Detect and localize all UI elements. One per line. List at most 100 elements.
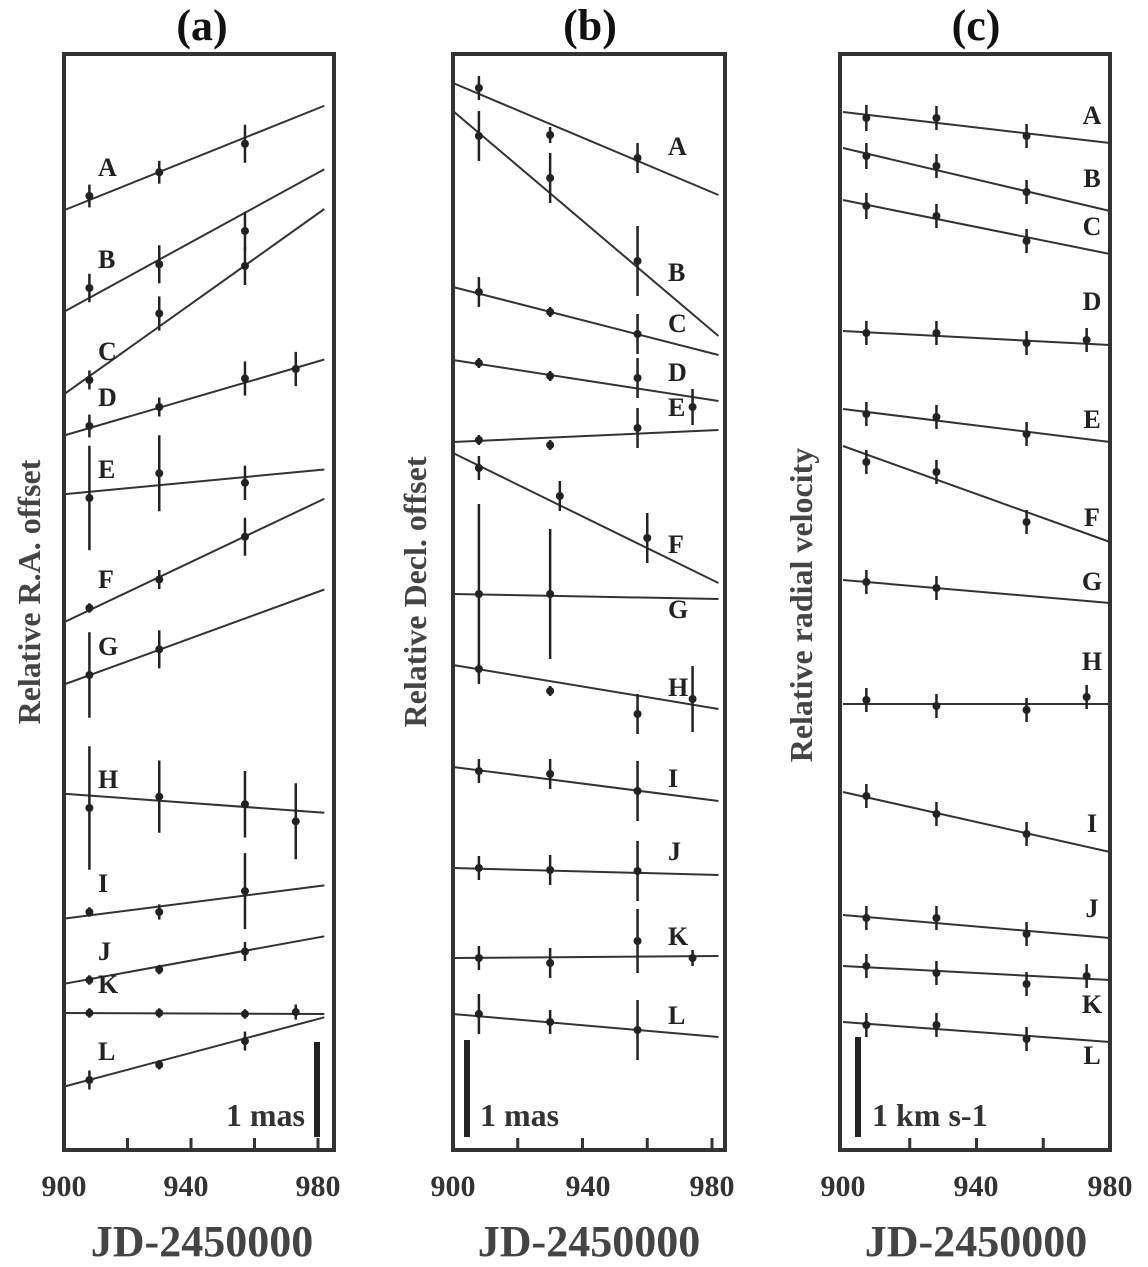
- panel-c-point-I-1: [932, 810, 941, 818]
- panel-a-fit-line-G: [63, 588, 325, 686]
- panel-a-point-F-1: [155, 575, 164, 584]
- panel-b-point-B-2: [633, 257, 642, 265]
- panel-c-point-J-1: [932, 914, 941, 922]
- panel-b-fit-line-G: [452, 593, 719, 600]
- panel-c-point-K-0: [862, 962, 871, 970]
- panel-a-x-axis-label: JD-2450000: [91, 1217, 313, 1266]
- panel-b-point-C-0: [474, 288, 483, 296]
- panel-b-point-K-1: [546, 959, 555, 967]
- panel-a-point-L-2: [240, 1037, 249, 1046]
- panel-c-point-B-2: [1022, 188, 1031, 196]
- panel-b-point-I-0: [474, 767, 483, 775]
- panel-a-x-tick-label-980: 980: [296, 1170, 341, 1203]
- panel-b-point-H-1: [546, 687, 555, 695]
- panel-b-point-C-2: [633, 330, 642, 338]
- panel-c-fit-line-G: [842, 579, 1111, 604]
- panel-a-fit-line-E: [63, 468, 325, 496]
- panel-c-scale-bar-label: 1 km s-1: [872, 1097, 988, 1133]
- panel-a-point-I-2: [240, 887, 249, 896]
- panel-b-point-D-0: [474, 359, 483, 367]
- panel-b-series-label-B: B: [668, 258, 685, 287]
- panel-a-point-D-3: [291, 365, 300, 373]
- panel-b-fit-line-F: [452, 452, 719, 584]
- panel-c-series-label-C: C: [1083, 212, 1102, 241]
- panel-a-point-H-2: [240, 800, 249, 809]
- panel-b-frame: [451, 52, 727, 1152]
- panel-c-series-label-G: G: [1082, 567, 1102, 596]
- panel-c-series-label-F: F: [1084, 503, 1100, 532]
- panel-b-point-F-2: [643, 534, 652, 542]
- panel-b-point-H-2: [633, 710, 642, 718]
- panel-b-series-label-G: G: [668, 595, 688, 624]
- panel-b-x-axis-label: JD-2450000: [478, 1217, 700, 1266]
- panel-a-point-G-0: [85, 671, 94, 679]
- panel-c-point-K-1: [932, 969, 941, 977]
- panel-c-fit-line-F: [842, 445, 1111, 543]
- panel-b-point-J-1: [546, 866, 555, 874]
- panel-b-point-H-3: [688, 695, 697, 703]
- panel-b-fit-line-L: [452, 1013, 719, 1038]
- panel-b-point-L-0: [474, 1010, 483, 1018]
- panel-a-series-label-C: C: [98, 337, 117, 366]
- panel-b-series-label-C: C: [668, 309, 687, 338]
- panel-c-fit-line-I: [842, 791, 1111, 853]
- panel-a-x-tick-label-940: 940: [164, 1170, 209, 1203]
- panel-b-fit-line-K: [452, 955, 719, 959]
- panel-c-point-H-0: [862, 696, 871, 704]
- panel-c-x-tick-label-940: 940: [954, 1170, 999, 1203]
- panel-c-marks: A BC D E F G H I J KL: [842, 101, 1112, 1150]
- panel-c-point-I-2: [1022, 830, 1031, 838]
- panel-c-point-E-1: [932, 413, 941, 421]
- panel-b-x-tick-label-900: 900: [431, 1170, 476, 1203]
- panel-b-scale-bar-label: 1 mas: [480, 1097, 559, 1133]
- panel-a-series-label-D: D: [98, 383, 117, 412]
- panel-b-point-A-0: [474, 84, 483, 92]
- panel-a-point-A-1: [155, 168, 164, 177]
- panel-c-point-B-0: [862, 152, 871, 160]
- panel-b-point-B-1: [546, 174, 555, 182]
- panel-b-series-label-H: H: [668, 673, 688, 702]
- panel-c-y-axis-label: Relative radial velocity: [783, 448, 819, 763]
- panel-a-point-H-0: [85, 804, 94, 812]
- panel-b-title: (b): [563, 1, 617, 50]
- panel-a-fit-line-J: [63, 935, 325, 985]
- panel-b-point-H-0: [474, 665, 483, 673]
- panel-c-point-B-1: [932, 162, 941, 170]
- panel-a-fit-line-D: [63, 358, 325, 437]
- panel-a-point-C-2: [240, 262, 249, 270]
- panel-c-point-F-0: [862, 458, 871, 466]
- panel-a-point-J-2: [240, 947, 249, 956]
- panel-b-series-label-J: J: [668, 837, 681, 866]
- panel-c-fit-line-L: [842, 1021, 1111, 1043]
- panel-a-point-K-0: [85, 1009, 94, 1017]
- panel-a-point-F-2: [240, 532, 249, 541]
- panel-c-point-G-0: [862, 578, 871, 586]
- panel-c-point-G-1: [932, 584, 941, 592]
- panel-b-x-tick-label-980: 980: [690, 1170, 735, 1203]
- panel-a-point-D-0: [85, 422, 94, 430]
- panel-b-point-F-1: [555, 492, 564, 500]
- panel-c-point-F-1: [932, 468, 941, 476]
- panel-a-point-A-2: [240, 139, 249, 148]
- panel-b-point-A-1: [546, 131, 555, 139]
- panel-a-fit-line-H: [63, 792, 325, 814]
- panel-b-point-K-3: [688, 954, 697, 962]
- panel-a-point-E-1: [155, 469, 164, 478]
- panel-b-point-B-0: [474, 132, 483, 140]
- panel-c-frame: [838, 52, 1112, 1152]
- panel-c-series-label-K: K: [1082, 990, 1103, 1019]
- panel-b-x-tick-label-940: 940: [566, 1170, 611, 1203]
- panel-c-point-A-2: [1022, 132, 1031, 140]
- panel-c-point-K-2: [1022, 980, 1031, 988]
- panel-a-fit-line-A: [63, 104, 325, 212]
- panel-b-series-label-A: A: [668, 132, 687, 161]
- panel-b-point-I-2: [633, 787, 642, 795]
- panel-a-point-K-2: [240, 1009, 249, 1018]
- panel-b-series-label-D: D: [668, 358, 687, 387]
- panel-b-point-L-2: [633, 1026, 642, 1034]
- panel-c-point-L-2: [1022, 1035, 1031, 1043]
- panel-b-point-D-1: [546, 372, 555, 380]
- panel-c-series-label-D: D: [1083, 287, 1102, 316]
